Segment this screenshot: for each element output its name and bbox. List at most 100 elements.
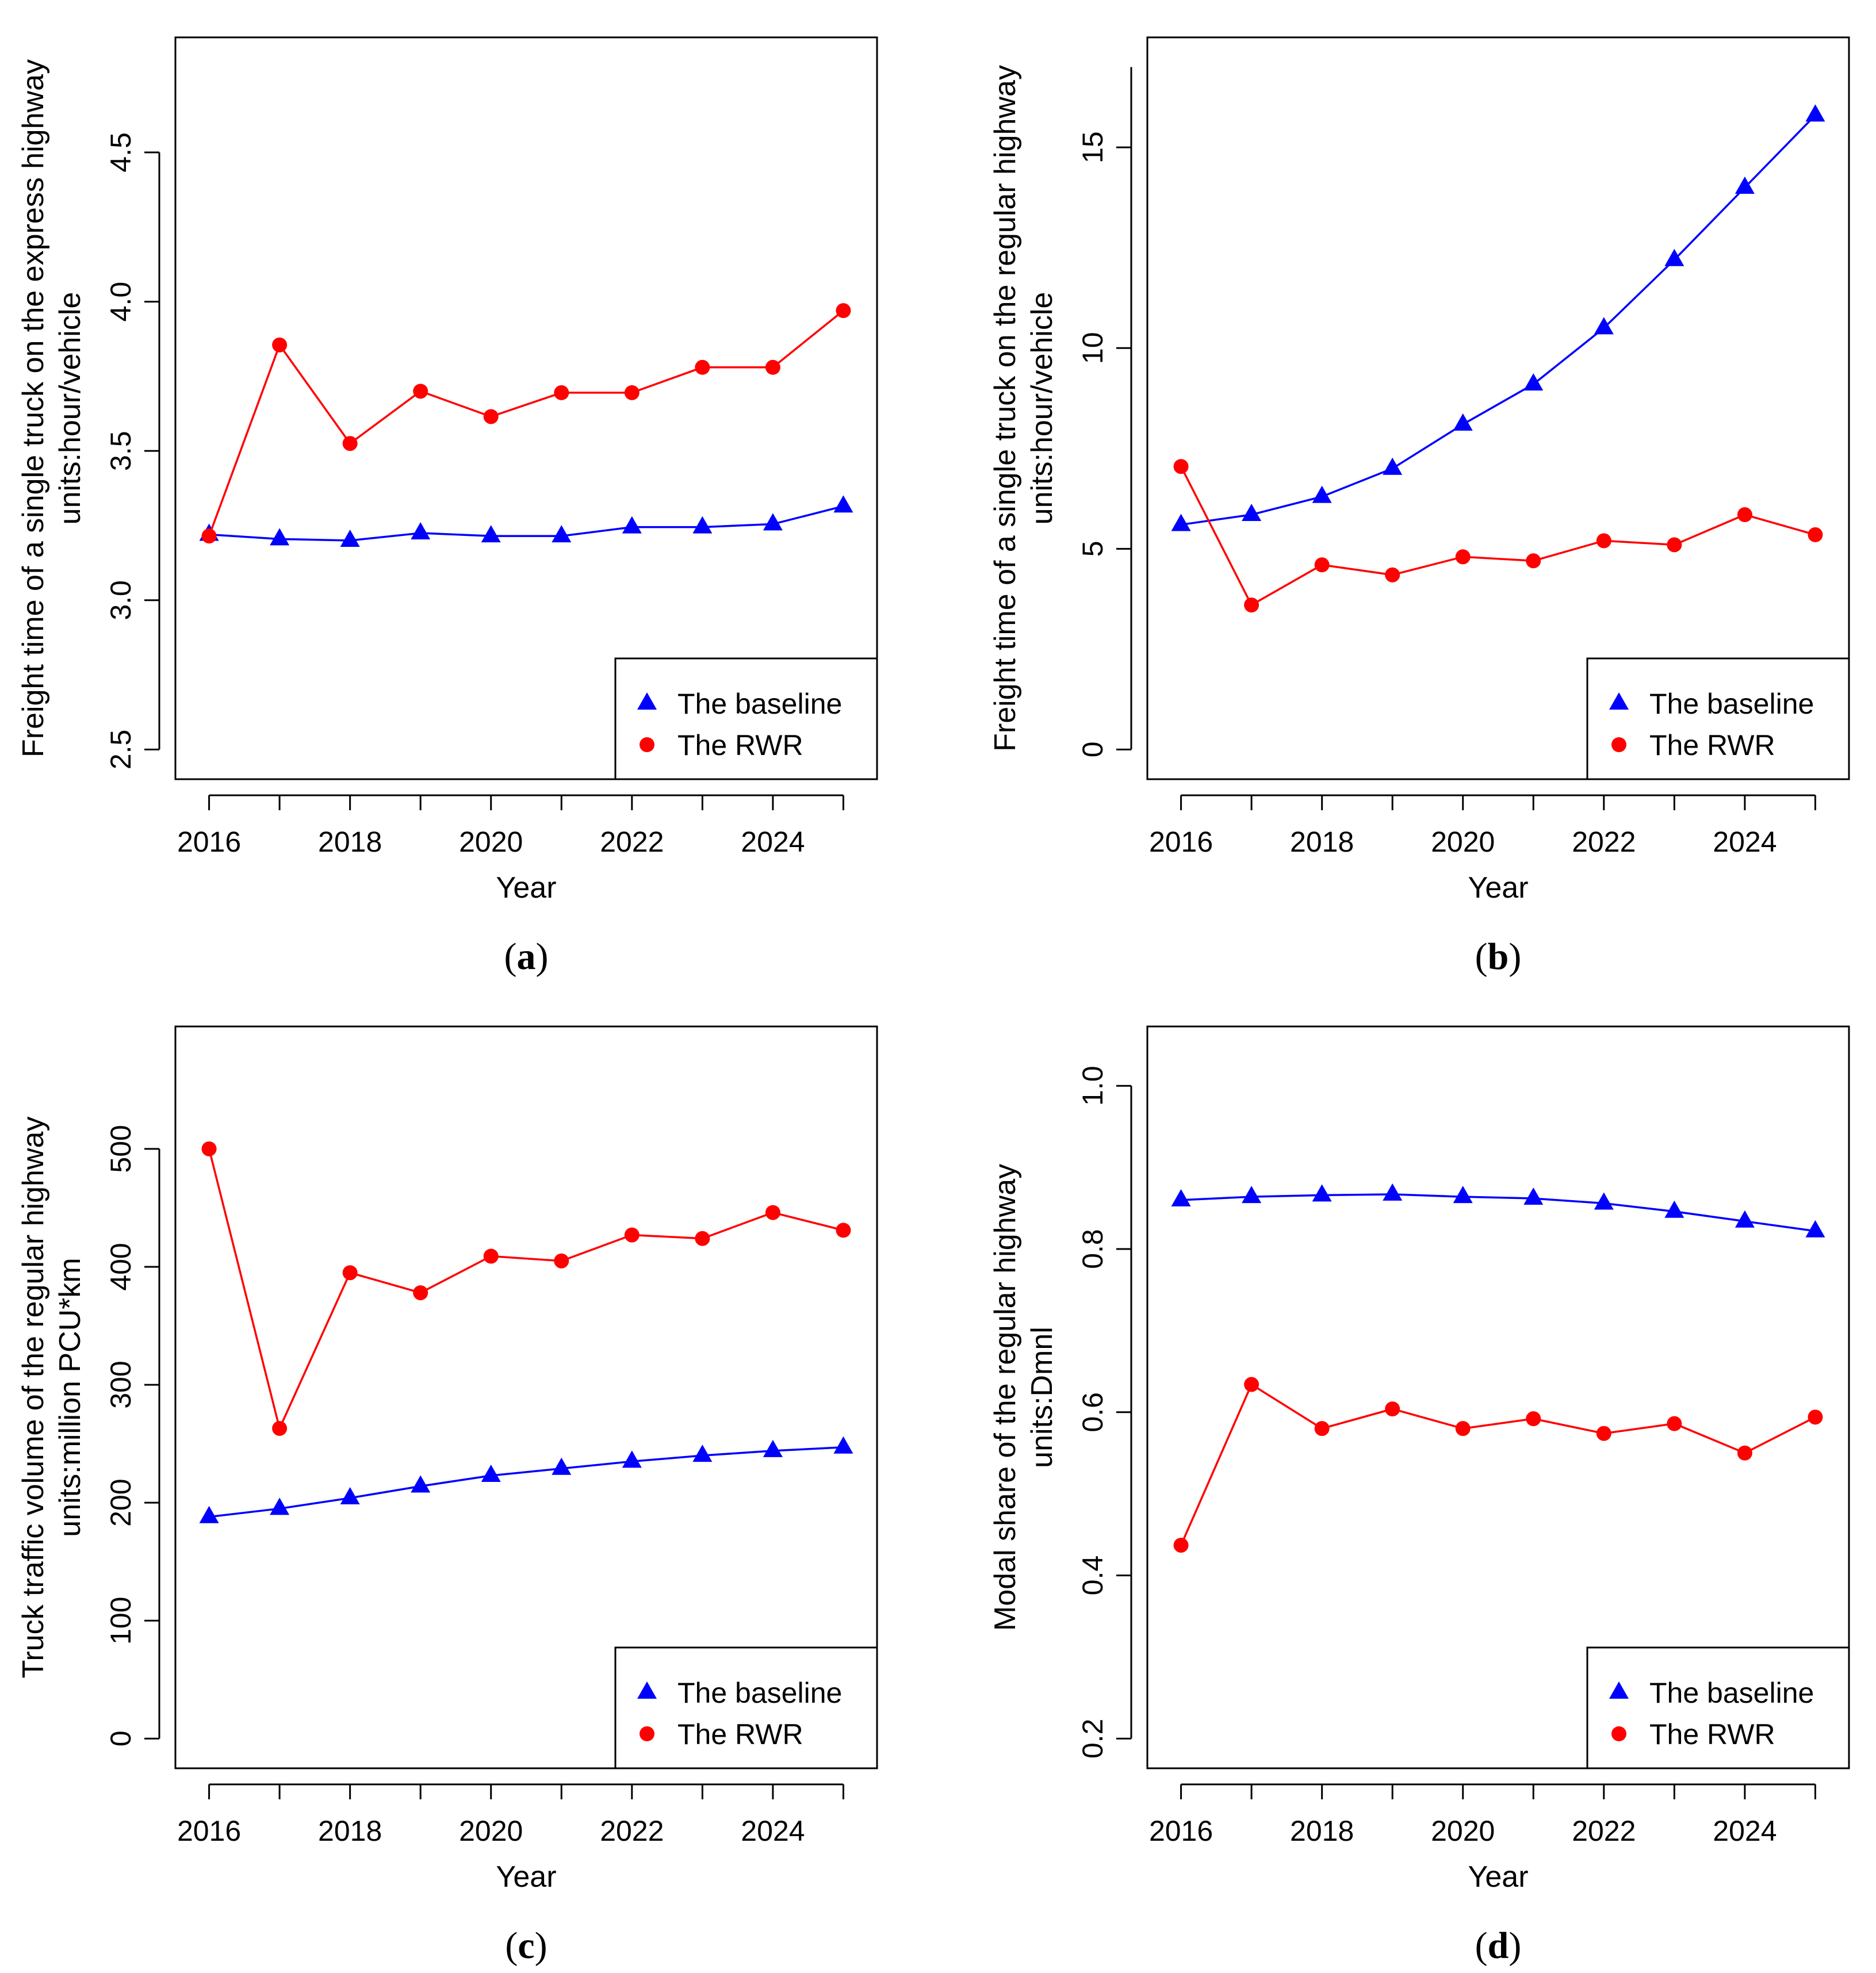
y-tick-label: 400 [105, 1243, 137, 1290]
legend-circle-icon [1611, 737, 1626, 752]
legend-label: The baseline [1649, 688, 1814, 720]
y-axis-title: units:hour/vehicle [53, 292, 87, 525]
data-point-circle [1455, 549, 1471, 565]
legend-label: The RWR [677, 1718, 803, 1750]
data-point-triangle [411, 1475, 431, 1493]
data-point-triangle [270, 528, 290, 546]
data-point-circle [1314, 557, 1330, 573]
y-tick-label: 0 [105, 1730, 137, 1746]
data-point-triangle [1523, 1187, 1544, 1205]
data-point-circle [1173, 1538, 1189, 1553]
data-point-circle [413, 384, 428, 399]
data-point-circle [1737, 1445, 1752, 1461]
x-tick-label: 2020 [459, 1815, 523, 1847]
y-axis-title: Freight time of a single truck on the re… [989, 65, 1022, 752]
legend-triangle-icon [1609, 692, 1629, 710]
plot-frame [1146, 36, 1850, 780]
series-rwr [201, 303, 851, 544]
data-point-triangle [1594, 317, 1614, 335]
data-point-triangle [622, 1450, 642, 1468]
plot-frame [174, 1025, 878, 1769]
data-point-circle [624, 385, 640, 400]
data-point-triangle [833, 1436, 853, 1454]
data-point-circle [1667, 1416, 1682, 1431]
data-point-triangle [481, 525, 501, 543]
legend-triangle-icon [637, 1681, 657, 1699]
legend-label: The baseline [677, 1677, 842, 1709]
data-point-circle [413, 1285, 428, 1301]
data-point-triangle [1523, 373, 1544, 391]
series-line [1180, 1382, 1816, 1546]
x-axis-title: Year [1468, 871, 1528, 905]
y-tick-label: 1.0 [1077, 1066, 1109, 1106]
x-tick-label: 2018 [318, 826, 382, 858]
y-tick-label: 3.0 [105, 580, 137, 620]
data-point-circle [836, 303, 851, 319]
data-point-triangle [552, 525, 572, 543]
data-point-circle [554, 385, 569, 400]
data-point-circle [483, 409, 499, 424]
data-point-triangle [1242, 1186, 1262, 1204]
series-baseline [199, 1436, 853, 1523]
data-point-circle [1526, 553, 1541, 569]
x-tick-label: 2020 [1431, 826, 1495, 858]
y-tick-label: 300 [105, 1361, 137, 1408]
data-point-triangle [1735, 177, 1755, 194]
data-point-triangle [1312, 485, 1332, 503]
data-point-circle [483, 1248, 499, 1264]
data-point-circle [1173, 459, 1189, 474]
data-point-circle [1526, 1411, 1541, 1427]
legend-label: The RWR [1649, 729, 1775, 761]
y-axis: 2.5 3.0 3.5 4.0 4.5 Freight time of a single … [17, 59, 160, 769]
y-tick-label: 0.6 [1077, 1392, 1109, 1432]
legend-label: The baseline [677, 688, 842, 720]
legend: The baseline The RWR [614, 1646, 878, 1769]
data-point-triangle [1312, 1184, 1332, 1202]
data-point-triangle [1805, 104, 1825, 122]
series-baseline [1171, 1183, 1825, 1238]
series-line [208, 1148, 844, 1432]
data-point-circle [1808, 1409, 1823, 1425]
series-rwr [201, 1141, 851, 1436]
y-tick-label: 0.8 [1077, 1229, 1109, 1269]
data-point-circle [342, 1265, 358, 1281]
data-point-triangle [552, 1457, 572, 1475]
data-point-circle [272, 1420, 288, 1436]
data-point-triangle [763, 513, 783, 531]
data-point-triangle [1735, 1210, 1755, 1228]
data-point-triangle [340, 1487, 360, 1504]
data-point-circle [624, 1227, 640, 1243]
panel-label: (a) [504, 936, 549, 978]
panel-a: 2016 2018 2020 2022 2024 Year 2.5 3.0 3.5 4.0 4.5 F… [17, 36, 878, 978]
panel-d: 2016 2018 2020 2022 2024 Year 0.2 0.4 0.6 0.8 1.0 M… [989, 1025, 1850, 1967]
plot-frame [174, 36, 878, 780]
y-tick-label: 0.2 [1077, 1719, 1109, 1759]
legend-box [1586, 657, 1850, 780]
x-tick-label: 2020 [1431, 1815, 1495, 1847]
y-tick-label: 500 [105, 1125, 137, 1173]
x-tick-label: 2016 [177, 826, 241, 858]
y-axis-title: Modal share of the regular highway [989, 1164, 1022, 1631]
legend-label: The RWR [1649, 1718, 1775, 1750]
data-point-circle [695, 1231, 710, 1246]
legend-circle-icon [1611, 1726, 1626, 1741]
data-point-triangle [481, 1465, 501, 1482]
series-line [208, 309, 844, 537]
data-point-triangle [833, 495, 853, 513]
data-point-circle [1244, 1377, 1259, 1392]
series-line [209, 1446, 844, 1518]
x-tick-label: 2022 [600, 826, 664, 858]
data-point-triangle [411, 522, 431, 539]
y-tick-label: 4.5 [105, 132, 137, 173]
data-point-circle [1385, 567, 1400, 583]
legend: The baseline The RWR [1586, 1646, 1850, 1769]
data-point-triangle [1453, 413, 1473, 431]
data-point-circle [1596, 533, 1611, 549]
series-rwr [1173, 1377, 1823, 1553]
series-line [1181, 114, 1816, 526]
y-axis-title: Freight time of a single truck on the ex… [17, 59, 50, 757]
series-baseline [1171, 104, 1825, 531]
y-tick-label: 200 [105, 1478, 137, 1526]
x-tick-label: 2022 [1572, 826, 1636, 858]
legend-circle-icon [640, 1726, 654, 1741]
